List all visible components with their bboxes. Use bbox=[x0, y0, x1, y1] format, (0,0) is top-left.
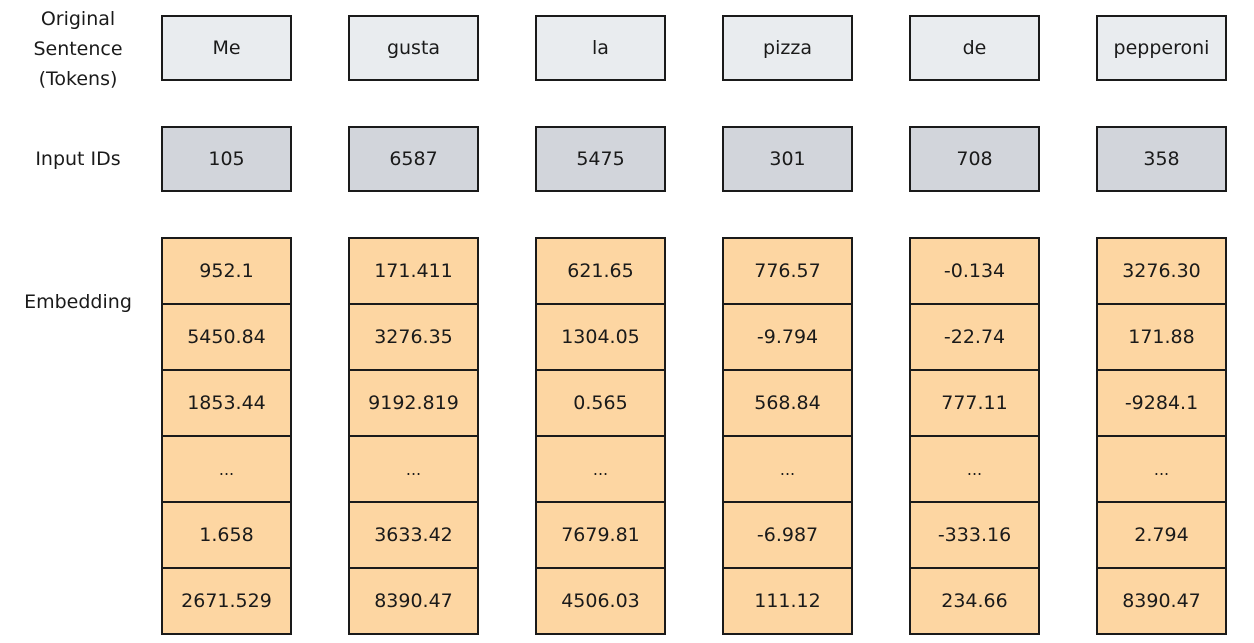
embedding-cell: 7679.81 bbox=[537, 501, 664, 567]
embedding-cell: -9.794 bbox=[724, 303, 851, 369]
embedding-cell: 2671.529 bbox=[163, 567, 290, 633]
input-id-box: 708 bbox=[909, 126, 1040, 192]
embedding-stack: 621.65 1304.05 0.565 ... 7679.81 4506.03 bbox=[535, 237, 666, 635]
embedding-ellipsis: ... bbox=[537, 435, 664, 501]
embedding-stack: 171.411 3276.35 9192.819 ... 3633.42 839… bbox=[348, 237, 479, 635]
embedding-ellipsis: ... bbox=[724, 435, 851, 501]
token-box: Me bbox=[161, 15, 292, 81]
embedding-ellipsis: ... bbox=[1098, 435, 1225, 501]
token-box: la bbox=[535, 15, 666, 81]
embedding-cell: 3276.30 bbox=[1122, 260, 1201, 282]
embedding-cell: 4506.03 bbox=[537, 567, 664, 633]
embedding-cell: 5450.84 bbox=[163, 303, 290, 369]
embedding-stack: 3276.30 171.88 -9284.1 ... 2.794 8390.47 bbox=[1096, 237, 1227, 635]
input-id-box: 105 bbox=[161, 126, 292, 192]
row-label-tokens: Original Sentence (Tokens) bbox=[0, 4, 156, 94]
embedding-cell: 952.1 bbox=[199, 260, 254, 282]
embedding-cell: 234.66 bbox=[911, 567, 1038, 633]
input-id-box: 6587 bbox=[348, 126, 479, 192]
embedding-cell: 1304.05 bbox=[537, 303, 664, 369]
embedding-cell: 0.565 bbox=[537, 369, 664, 435]
embedding-cell: 3633.42 bbox=[350, 501, 477, 567]
input-id-box: 301 bbox=[722, 126, 853, 192]
embedding-cell: 8390.47 bbox=[1098, 567, 1225, 633]
embedding-cell: 2.794 bbox=[1098, 501, 1225, 567]
embedding-cell: 9192.819 bbox=[350, 369, 477, 435]
token-box: pepperoni bbox=[1096, 15, 1227, 81]
row-label-tokens-line-2: Sentence bbox=[33, 38, 123, 60]
embedding-cell: -9284.1 bbox=[1098, 369, 1225, 435]
embedding-cell: -333.16 bbox=[911, 501, 1038, 567]
embedding-cell: 1853.44 bbox=[163, 369, 290, 435]
token-box: gusta bbox=[348, 15, 479, 81]
embedding-cell: -22.74 bbox=[911, 303, 1038, 369]
embedding-stack: -0.134 -22.74 777.11 ... -333.16 234.66 bbox=[909, 237, 1040, 635]
embedding-stack: 952.1 5450.84 1853.44 ... 1.658 2671.529 bbox=[161, 237, 292, 635]
embedding-cell: 8390.47 bbox=[350, 567, 477, 633]
row-label-tokens-line-1: Original bbox=[40, 8, 116, 30]
token-box: de bbox=[909, 15, 1040, 81]
embedding-ellipsis: ... bbox=[350, 435, 477, 501]
input-id-box: 5475 bbox=[535, 126, 666, 192]
embedding-cell: 621.65 bbox=[567, 260, 634, 282]
embedding-cell: -6.987 bbox=[724, 501, 851, 567]
input-id-box: 358 bbox=[1096, 126, 1227, 192]
embedding-cell: 777.11 bbox=[911, 369, 1038, 435]
embedding-ellipsis: ... bbox=[911, 435, 1038, 501]
row-label-input-ids: Input IDs bbox=[35, 148, 121, 170]
embedding-cell: 111.12 bbox=[724, 567, 851, 633]
embedding-cell: 171.88 bbox=[1098, 303, 1225, 369]
embedding-cell: 568.84 bbox=[724, 369, 851, 435]
embedding-cell: 171.411 bbox=[374, 260, 453, 282]
embedding-ellipsis: ... bbox=[163, 435, 290, 501]
embedding-cell: 1.658 bbox=[163, 501, 290, 567]
embedding-cell: -0.134 bbox=[943, 260, 1006, 282]
token-box: pizza bbox=[722, 15, 853, 81]
row-label-tokens-line-3: (Tokens) bbox=[38, 68, 118, 90]
row-label-embedding: Embedding bbox=[24, 291, 132, 313]
embedding-stack: 776.57 -9.794 568.84 ... -6.987 111.12 bbox=[722, 237, 853, 635]
embedding-cell: 3276.35 bbox=[350, 303, 477, 369]
embedding-cell: 776.57 bbox=[754, 260, 821, 282]
